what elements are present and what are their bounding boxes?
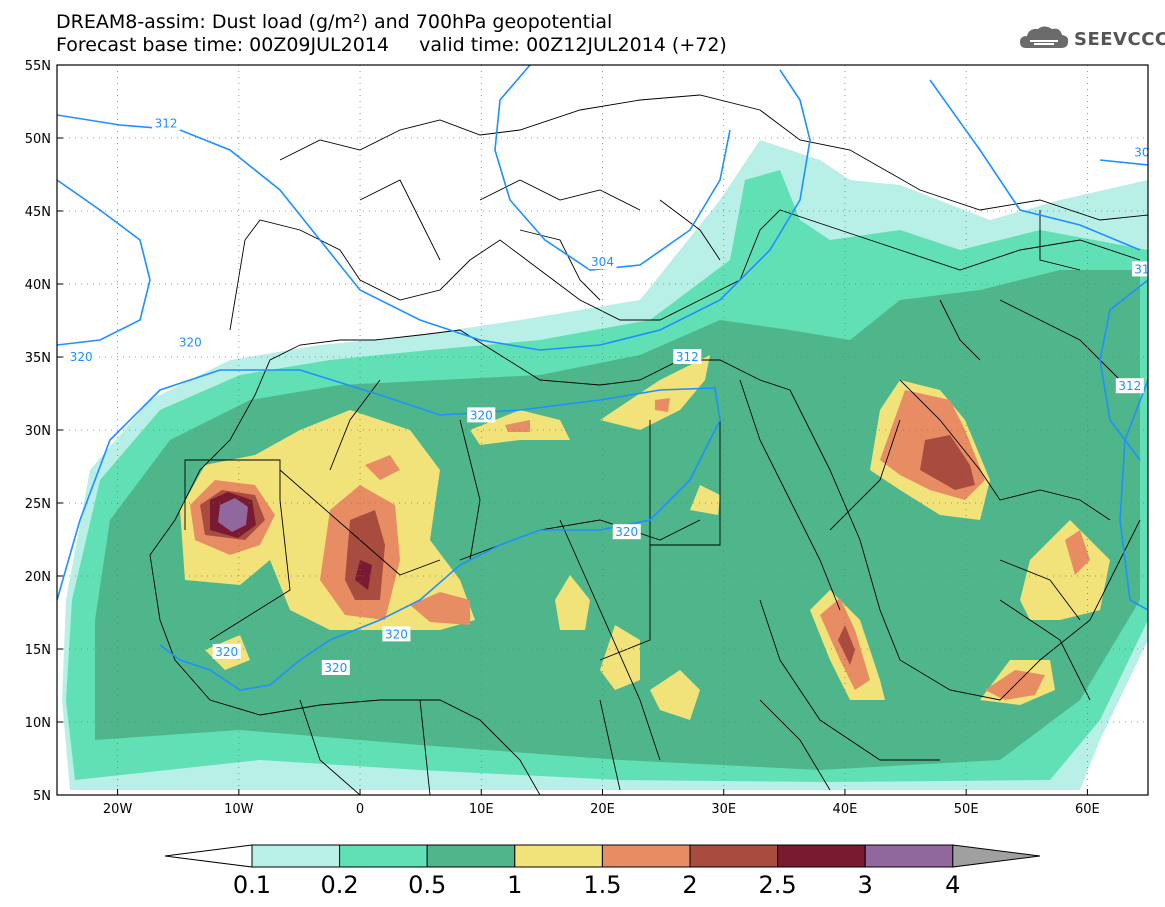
- contour-label: 320: [176, 334, 205, 350]
- colorbar-segment: [689, 844, 779, 868]
- svg-text:312: 312: [1118, 379, 1141, 393]
- contour-label: 312: [673, 349, 702, 364]
- colorbar-segment: [864, 844, 954, 868]
- svg-text:31: 31: [1134, 262, 1149, 276]
- lat-label: 25N: [25, 497, 51, 512]
- svg-text:30: 30: [1134, 146, 1149, 160]
- dust-shade-0.5: [95, 270, 1140, 770]
- map-axes: 55N 50N 45N 40N 35N 30N 25N 20N 15N 10N 5N 20W 10W 0 1…: [25, 59, 1100, 817]
- contour-label: 320: [382, 626, 411, 642]
- contour-label: 320: [467, 407, 496, 423]
- lat-label: 15N: [25, 643, 51, 658]
- colorbar-label: 2.5: [759, 871, 797, 899]
- colorbar-segment: [601, 844, 691, 868]
- colorbar-segment: [514, 844, 603, 868]
- lat-label: 30N: [25, 424, 51, 439]
- contour-label: 320: [212, 643, 241, 659]
- lat-label: 10N: [25, 716, 51, 731]
- lon-label: 40E: [833, 802, 858, 817]
- svg-text:320: 320: [215, 645, 238, 659]
- svg-text:320: 320: [615, 525, 638, 539]
- lat-label: 55N: [25, 59, 51, 74]
- chart-subtitle: Forecast base time: 00Z09JUL2014 valid t…: [56, 34, 727, 56]
- contour-label: 312: [152, 115, 181, 131]
- svg-text:304: 304: [591, 255, 614, 269]
- contour-label: 31: [1131, 261, 1149, 277]
- colorbar-lower-triangle: [164, 844, 253, 868]
- lon-label: 30E: [711, 802, 736, 817]
- colorbar-label: 0.5: [408, 871, 446, 899]
- contour-labels: 312 312 304 320 320 320 320 320 320 320 312 31 30: [67, 115, 1149, 675]
- dust-field: 312 312 304 320 320 320 320 320 320 320 312 31 30: [57, 65, 1149, 795]
- colorbar-label: 3: [858, 871, 873, 899]
- contour-label: 320: [321, 659, 350, 675]
- svg-text:320: 320: [470, 408, 493, 422]
- lon-label: 10W: [224, 802, 254, 817]
- lat-label: 35N: [25, 351, 51, 366]
- lon-label: 50E: [954, 802, 979, 817]
- contour-label: 30: [1131, 144, 1149, 160]
- colorbar-segment: [777, 844, 866, 868]
- colorbar-upper-triangle: [952, 844, 1041, 868]
- lat-label: 45N: [25, 205, 51, 220]
- colorbar-segment: [426, 844, 516, 868]
- lon-label: 20E: [590, 802, 615, 817]
- lon-label: 10E: [469, 802, 494, 817]
- colorbar-label: 0.1: [233, 871, 271, 899]
- svg-text:320: 320: [70, 350, 93, 364]
- lon-label: 60E: [1075, 802, 1100, 817]
- cloud-icon: [1020, 26, 1069, 48]
- brand-name: SEEVCCC: [1074, 28, 1165, 50]
- lon-label: 20W: [103, 802, 133, 817]
- colorbar-label: 1.5: [583, 871, 621, 899]
- lat-label: 5N: [33, 789, 51, 804]
- contour-label: 304: [588, 254, 617, 270]
- colorbar-segment: [339, 844, 428, 868]
- dust-shade-3: [218, 498, 248, 532]
- lat-label: 40N: [25, 278, 51, 293]
- svg-text:312: 312: [676, 350, 699, 364]
- contour-label: 312: [1115, 378, 1144, 394]
- lat-label: 20N: [25, 570, 51, 585]
- chart-title: DREAM8-assim: Dust load (g/m²) and 700hP…: [56, 11, 613, 33]
- geopotential-contours: [57, 65, 1148, 691]
- colorbar-segment: [251, 844, 341, 868]
- coastlines: [149, 94, 1148, 795]
- colorbar-label: 4: [945, 871, 960, 899]
- lon-label: 0: [356, 802, 364, 817]
- svg-text:312: 312: [155, 116, 178, 130]
- colorbar-label: 0.2: [321, 871, 359, 899]
- svg-text:320: 320: [385, 627, 408, 641]
- contour-label: 320: [612, 524, 641, 540]
- colorbar: 0.1 0.2 0.5 1 1.5 2 2.5 3 4: [164, 844, 1041, 899]
- seevccc-logo: SEEVCCC: [1018, 24, 1165, 54]
- colorbar-label: 2: [682, 871, 697, 899]
- colorbar-label: 1: [507, 871, 522, 899]
- lat-label: 50N: [25, 132, 51, 147]
- contour-label: 320: [67, 349, 96, 364]
- svg-text:320: 320: [179, 335, 202, 349]
- svg-text:320: 320: [324, 661, 347, 675]
